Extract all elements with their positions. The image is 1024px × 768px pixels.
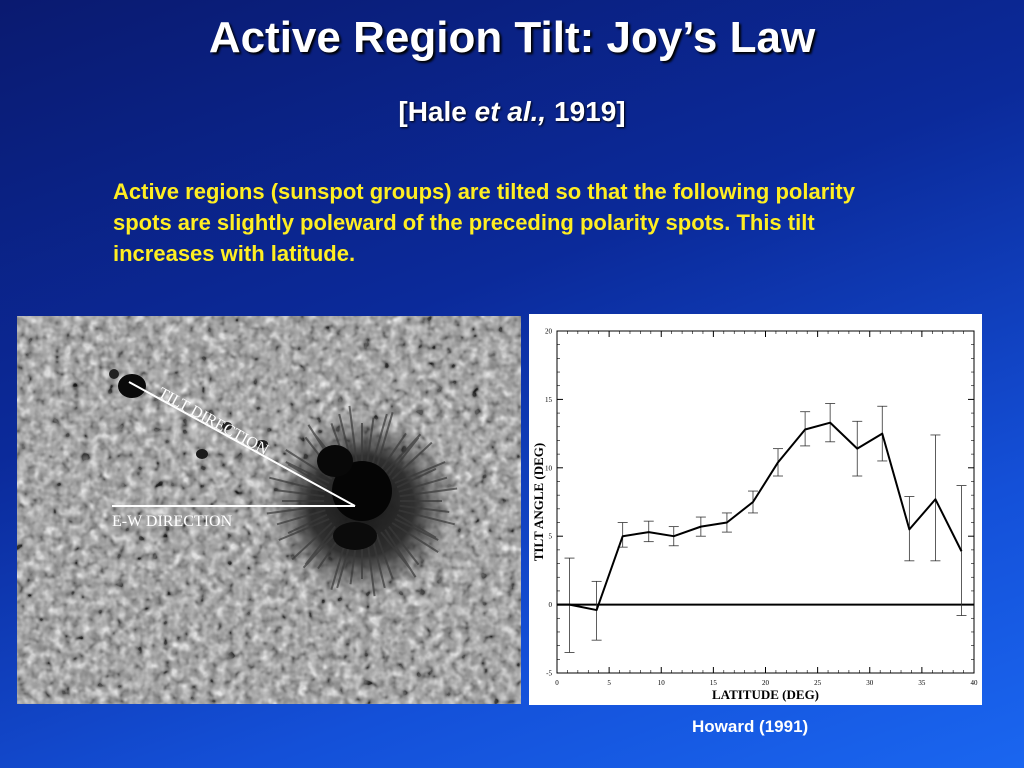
x-tick-label: 20 — [762, 679, 770, 687]
penumbral-filament — [394, 518, 439, 541]
penumbral-filament — [388, 436, 420, 477]
penumbral-filament — [365, 417, 375, 466]
pore — [222, 422, 232, 430]
penumbral-filament — [287, 513, 328, 535]
penumbral-filament — [396, 513, 437, 539]
penumbral-filament — [380, 432, 407, 471]
body-text: Active regions (sunspot groups) are tilt… — [113, 179, 855, 266]
pore — [196, 449, 208, 459]
penumbral-filament — [391, 441, 433, 480]
citation-close: 1919] — [546, 96, 626, 127]
penumbral-filament — [274, 489, 325, 498]
tilt-direction-line — [128, 381, 356, 507]
ew-direction-label: E-W DIRECTION — [112, 513, 233, 530]
main-sunspot-umbra-3 — [333, 522, 377, 550]
tilt-series-line — [557, 421, 963, 612]
x-tick-label: 35 — [918, 679, 926, 687]
penumbral-filament — [380, 531, 411, 570]
penumbral-filament — [276, 509, 326, 526]
sunspot-photo-svg: TILT DIRECTION E-W DIRECTION — [17, 316, 521, 704]
x-tick-label: 40 — [971, 679, 979, 687]
penumbral-filament — [266, 504, 325, 515]
x-tick-label: 10 — [658, 679, 666, 687]
y-tick-label: 15 — [545, 396, 553, 404]
penumbral-filament — [384, 433, 422, 474]
penumbral-filament — [287, 463, 328, 489]
y-tick-label: 10 — [545, 464, 553, 472]
x-tick-label: 5 — [607, 679, 611, 687]
x-tick-label: 15 — [710, 679, 718, 687]
y-axis-label: TILT ANGLE (DEG) — [531, 443, 546, 562]
x-axis-label: LATITUDE (DEG) — [712, 687, 819, 702]
figure-credit: Howard (1991) — [692, 717, 809, 736]
main-sunspot-umbra-2 — [317, 445, 353, 477]
leading-spot — [118, 374, 146, 398]
penumbral-filament — [302, 528, 340, 569]
penumbral-filament — [398, 509, 455, 526]
x-tick-label: 30 — [866, 679, 874, 687]
penumbral-filament — [304, 525, 336, 566]
penumbral-filament — [399, 487, 458, 498]
penumbral-filament — [370, 535, 386, 589]
pore — [256, 440, 268, 448]
sunspot-photo: TILT DIRECTION E-W DIRECTION — [17, 316, 521, 704]
x-tick-label: 0 — [555, 679, 559, 687]
penumbral-filament — [396, 467, 437, 489]
penumbral-filament — [370, 413, 388, 467]
penumbral-filament — [399, 504, 450, 513]
y-tick-label: 5 — [549, 533, 553, 541]
y-tick-label: -5 — [546, 670, 552, 678]
pore — [109, 369, 119, 379]
slide-title: Active Region Tilt: Joy’s Law — [208, 13, 816, 62]
penumbral-filament — [278, 518, 330, 541]
citation: [Hale et al., 1919] — [0, 92, 1024, 132]
y-tick-label: 0 — [549, 601, 553, 609]
penumbral-filament — [291, 522, 333, 561]
penumbral-filament — [375, 533, 394, 579]
citation-italic: et al., — [474, 96, 547, 127]
penumbral-filament — [384, 529, 417, 578]
citation-open: [Hale — [398, 96, 475, 127]
penumbral-filament — [285, 449, 333, 480]
penumbral-filament — [388, 525, 420, 566]
tilt-chart: 0 5 10 15 20 25 30 35 40 -5 0 5 10 15 20 LATITUDE (DEG)… — [529, 314, 982, 705]
penumbral-filament — [348, 405, 359, 466]
penumbral-filament — [285, 461, 330, 484]
plot-frame — [556, 330, 975, 674]
penumbral-filament — [398, 476, 448, 493]
y-tick-label: 20 — [545, 328, 553, 336]
penumbral-filament — [269, 476, 326, 493]
penumbral-filament — [394, 461, 446, 484]
penumbral-filament — [391, 522, 439, 553]
penumbral-filament — [375, 412, 394, 469]
x-tick-label: 25 — [814, 679, 822, 687]
